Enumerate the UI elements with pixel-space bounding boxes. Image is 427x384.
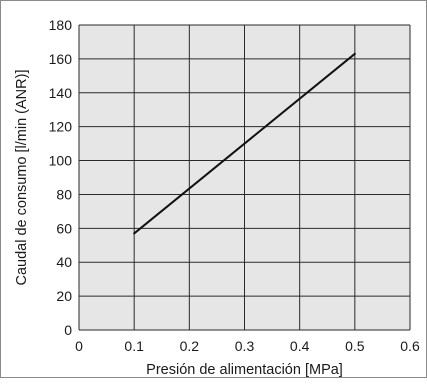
- y-tick-label: 120: [49, 119, 73, 135]
- y-tick-label: 0: [64, 322, 72, 338]
- y-tick-label: 60: [56, 220, 72, 236]
- y-tick-label: 140: [49, 85, 73, 101]
- y-tick-label: 160: [49, 51, 73, 67]
- y-tick-label: 20: [56, 288, 72, 304]
- y-tick-label: 40: [56, 254, 72, 270]
- y-axis-title: Caudal de consumo [l/min (ANR)]: [14, 70, 30, 286]
- y-tick-label: 100: [49, 153, 73, 169]
- x-tick-label: 0.6: [400, 338, 420, 354]
- x-axis-tick-labels: 0 0.1 0.2 0.3 0.4 0.5 0.6: [75, 338, 420, 354]
- series-line: [133, 52, 356, 235]
- x-tick-label: 0: [75, 338, 83, 354]
- y-tick-label: 180: [49, 17, 73, 33]
- x-tick-label: 0.5: [345, 338, 365, 354]
- y-axis-tick-labels: 0 20 40 60 80 100 120 140 160 180: [49, 17, 73, 338]
- x-tick-label: 0.4: [290, 338, 310, 354]
- grid-lines: [78, 24, 411, 331]
- x-tick-label: 0.2: [180, 338, 200, 354]
- y-tick-label: 80: [56, 186, 72, 202]
- series-layer: [133, 52, 356, 235]
- x-axis-title: Presión de alimentación [MPa]: [146, 362, 343, 378]
- x-tick-label: 0.1: [124, 338, 144, 354]
- x-tick-label: 0.3: [235, 338, 255, 354]
